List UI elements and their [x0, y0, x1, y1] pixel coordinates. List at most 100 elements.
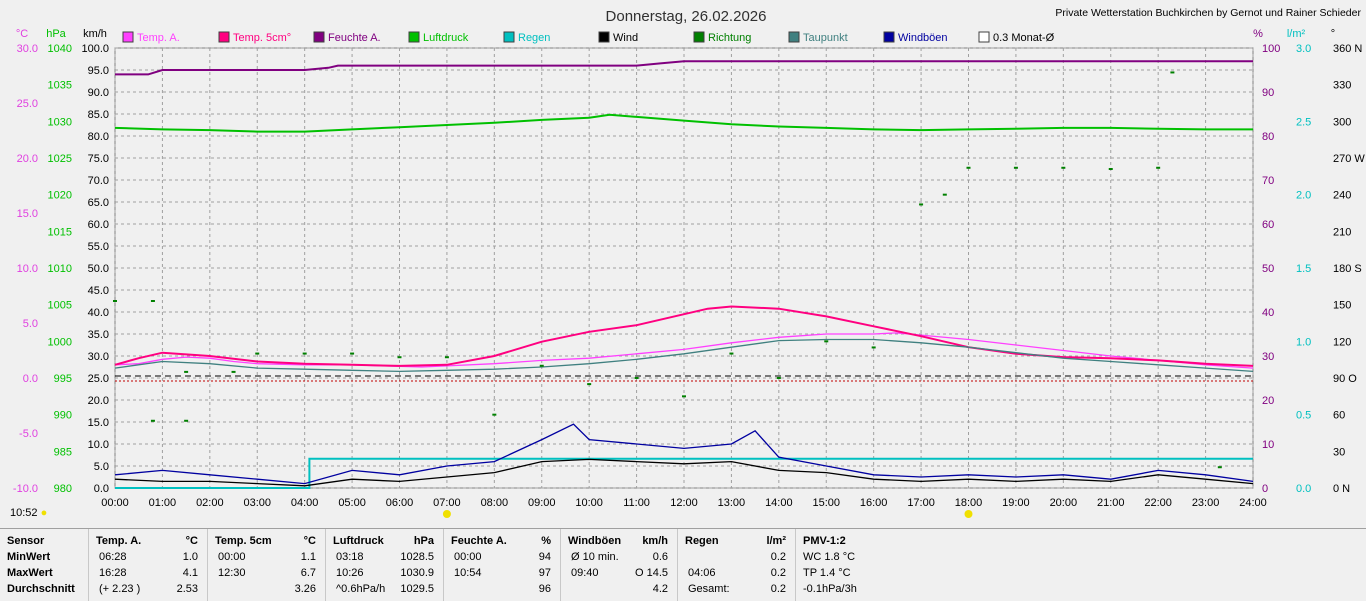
left-axis-tick: 0.0 [23, 373, 38, 385]
direction-point [919, 203, 924, 206]
left-axis-tick: 1000 [48, 336, 72, 348]
stats-column: Windböen km/h Ø 10 min. 0.6 09:40 O 14.5 4.2 [560, 529, 678, 601]
direction-point [1013, 166, 1018, 169]
right-axis-tick: 360 N [1333, 43, 1362, 55]
left-axis-tick: 0.0 [94, 483, 109, 495]
sun-icon: ● [40, 507, 48, 519]
direction-point [150, 419, 155, 422]
legend-swatch [122, 31, 134, 43]
stats-column: Sensor MinWert MaxWert Durchschnitt [0, 529, 88, 601]
right-axis-tick: 210 [1333, 226, 1351, 238]
column-header: Feuchte A. [451, 535, 507, 547]
cell-value: 1028.5 [400, 551, 434, 563]
direction-point [302, 352, 307, 355]
cell-value: 94 [538, 551, 551, 563]
direction-point [1217, 466, 1222, 469]
cell-value: 0.6 [652, 551, 668, 563]
direction-point [1156, 166, 1161, 169]
left-axis-tick: 40.0 [88, 307, 109, 319]
legend-swatch [408, 31, 420, 43]
column-header: Luftdruck [333, 535, 384, 547]
legend-label: 0.3 Monat-Ø [993, 32, 1055, 44]
x-tick-label: 06:00 [386, 497, 414, 509]
direction-point [397, 356, 402, 359]
cell-value: O 14.5 [634, 567, 668, 579]
legend-swatch [693, 31, 705, 43]
legend-swatch [503, 31, 515, 43]
right-axis-tick: 3.0 [1296, 43, 1311, 55]
right-axis-tick: 60 [1262, 219, 1274, 231]
stats-column: Luftdruck hPa 03:18 1028.5 10:26 1030.9 ^0.6hP… [325, 529, 444, 601]
cell-time: 16:28 [99, 567, 127, 579]
direction-point [113, 300, 117, 302]
cell-value: 1.1 [300, 551, 316, 563]
left-axis-tick: 5.0 [94, 461, 109, 473]
column-unit: °C [185, 535, 198, 547]
legend-label: Temp. A. [137, 32, 180, 44]
series-line-feuchte-a- [115, 60, 1253, 76]
x-tick-label: 18:00 [955, 497, 983, 509]
cell-value: 0.2 [770, 583, 786, 595]
left-axis-unit: °C [16, 28, 28, 40]
left-axis-tick: 95.0 [88, 65, 109, 77]
legend-label: Richtung [708, 32, 751, 44]
cell-text: WC 1.8 °C [803, 551, 856, 563]
right-axis-tick: 150 [1333, 300, 1351, 312]
series-line-windb-en [114, 423, 1254, 485]
right-axis-tick: 10 [1262, 439, 1274, 451]
direction-point [942, 193, 947, 196]
left-axis-tick: 1035 [48, 80, 72, 92]
legend-label: Temp. 5cm° [233, 32, 291, 44]
row-label: Durchschnitt [7, 583, 75, 595]
column-unit: % [541, 535, 551, 547]
cell-value: 96 [538, 583, 551, 595]
left-axis-tick: 1025 [48, 153, 72, 165]
legend-label: Regen [518, 32, 550, 44]
direction-point [231, 370, 236, 373]
legend-label: Luftdruck [423, 32, 469, 44]
direction-point [1108, 168, 1113, 170]
left-axis-tick: 985 [54, 446, 72, 458]
x-tick-label: 10:00 [575, 497, 603, 509]
left-axis-tick: 1040 [48, 43, 72, 55]
direction-point [587, 383, 592, 386]
x-tick-label: 02:00 [196, 497, 224, 509]
x-tick-label: 21:00 [1097, 497, 1125, 509]
right-axis-tick: 30 [1333, 446, 1345, 458]
stats-column: Feuchte A.% 00:00 94 10:54 97 96 [443, 529, 561, 601]
x-tick-label: 00:00 [101, 497, 129, 509]
current-time: 10:52 ● [10, 507, 47, 519]
sunset-icon [964, 510, 973, 518]
cell-value: 0.2 [770, 567, 786, 579]
series-line-taupunkt [114, 338, 1254, 373]
left-axis-tick: 60.0 [88, 219, 109, 231]
x-tick-label: 01:00 [149, 497, 177, 509]
cell-time: 12:30 [218, 567, 246, 579]
column-header: Sensor [7, 535, 45, 547]
direction-point [776, 377, 781, 379]
x-tick-label: 20:00 [1050, 497, 1078, 509]
right-axis-tick: 0.5 [1296, 410, 1311, 422]
legend-swatch [313, 31, 325, 43]
statistics-table: Sensor MinWert MaxWert Durchschnitt Temp. A.… [0, 528, 1366, 601]
left-axis-unit: hPa [46, 28, 66, 40]
x-tick-label: 12:00 [670, 497, 698, 509]
cell-time: 00:00 [218, 551, 246, 563]
right-axis-unit: % [1253, 28, 1263, 40]
cell-value: 2.53 [176, 583, 198, 595]
direction-point [966, 166, 971, 169]
x-tick-label: 14:00 [765, 497, 793, 509]
left-axis-tick: 15.0 [17, 208, 38, 220]
left-axis-tick: 55.0 [88, 241, 109, 253]
column-unit: °C [303, 535, 316, 547]
right-axis-tick: 100 [1262, 43, 1280, 55]
cell-value: 6.7 [300, 567, 316, 579]
right-axis-tick: 80 [1262, 131, 1274, 143]
right-axis-tick: 30 [1262, 351, 1274, 363]
right-axis-unit: ° [1331, 28, 1335, 40]
left-axis-tick: -10.0 [13, 483, 38, 495]
left-axis-tick: 990 [54, 410, 72, 422]
direction-point [184, 419, 189, 422]
row-label: MaxWert [7, 567, 53, 579]
direction-point [634, 377, 639, 379]
